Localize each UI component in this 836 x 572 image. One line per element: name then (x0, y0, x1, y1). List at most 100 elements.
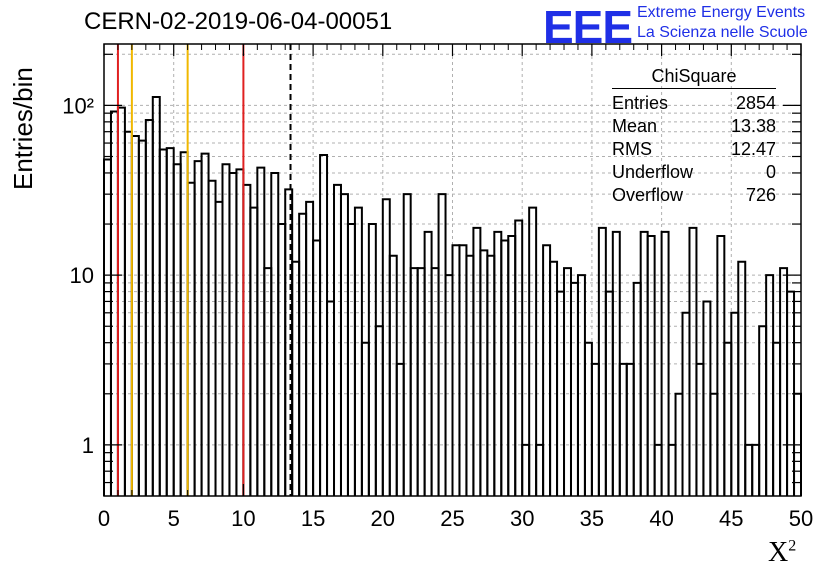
histogram-bin (249, 206, 259, 496)
stats-row-overflow: Overflow 726 (612, 185, 776, 205)
x-tick-label: 40 (649, 506, 673, 531)
histogram-bin (144, 119, 154, 496)
histogram-bin (381, 198, 391, 496)
org-name-line2: La Scienza nelle Scuole (637, 24, 808, 41)
histogram-bin (158, 148, 168, 496)
histogram-bin (353, 206, 363, 496)
histogram-bin (346, 223, 356, 496)
histogram-bin (744, 443, 754, 496)
histogram-bin (723, 341, 733, 496)
stats-box: ChiSquare Entries 2854 Mean 13.38 RMS 12.47… (612, 66, 776, 208)
histogram-bin (765, 274, 775, 496)
y-tick-label: 10 (70, 263, 94, 288)
histogram-bin (374, 325, 384, 496)
histogram-bin (409, 267, 419, 496)
stats-row-rms: RMS 12.47 (612, 139, 776, 159)
histogram-bin (472, 226, 482, 496)
histogram-bin (270, 171, 280, 496)
histogram-bin (256, 166, 266, 496)
histogram-bin (695, 362, 705, 496)
histogram-bin (758, 325, 768, 496)
histogram-bin (569, 281, 579, 496)
histogram-bin (737, 260, 747, 496)
histogram-bin (298, 212, 308, 496)
y-tick-label: 1 (82, 433, 94, 458)
histogram-bin (103, 158, 112, 496)
histogram-bin (333, 183, 342, 496)
x-tick-label: 45 (719, 506, 743, 531)
x-tick-label: 30 (510, 506, 534, 531)
histogram-bin (688, 226, 698, 496)
histogram-bin (242, 183, 252, 496)
histogram-bin (618, 362, 628, 496)
histogram-bin (193, 160, 203, 496)
histogram-bin (681, 311, 691, 496)
x-tick-label: 10 (231, 506, 255, 531)
y-axis-label: Entries/bin (8, 67, 38, 190)
histogram-bin (277, 223, 287, 496)
histogram-bin (549, 260, 559, 496)
histogram-bin (263, 267, 273, 496)
histogram-bin (667, 443, 677, 496)
histogram-bin (632, 281, 642, 496)
histogram-bin (597, 226, 607, 496)
histogram-bin (779, 267, 789, 496)
histogram-bin (395, 362, 405, 496)
x-tick-label: 15 (301, 506, 325, 531)
histogram-bin (430, 267, 440, 496)
histogram-bin (514, 219, 524, 496)
histogram-bin (444, 274, 454, 496)
histogram-bin (312, 239, 322, 496)
org-name-line1: Extreme Energy Events (637, 4, 806, 21)
histogram-bin (535, 443, 545, 496)
histogram-bin (228, 171, 238, 496)
histogram-bin (172, 163, 182, 496)
stats-row-underflow: Underflow 0 (612, 162, 776, 182)
histogram-bin (590, 362, 600, 496)
histogram-bin (730, 311, 740, 496)
histogram-bin (291, 260, 301, 496)
histogram-bin (339, 193, 349, 496)
histogram-bin (186, 181, 196, 496)
x-tick-label: 35 (580, 506, 604, 531)
plot-title: CERN-02-2019-06-04-00051 (84, 8, 393, 35)
histogram-bin (500, 239, 510, 496)
histogram-bin (772, 341, 782, 496)
x-axis-label: X2 (768, 537, 797, 568)
histogram-bin (214, 200, 224, 496)
histogram-bin (653, 443, 663, 496)
histogram-bin (109, 110, 119, 496)
histogram-bin (521, 443, 531, 496)
histogram-bin (367, 223, 377, 496)
stats-title: ChiSquare (612, 66, 776, 89)
y-tick-label: 10² (62, 93, 94, 118)
histogram-bin (416, 267, 426, 496)
histogram-bin (221, 163, 231, 496)
histogram-bin (437, 193, 447, 496)
x-tick-label: 5 (168, 506, 180, 531)
x-tick-label: 25 (440, 506, 464, 531)
stats-row-mean: Mean 13.38 (612, 116, 776, 136)
histogram-bin (360, 341, 370, 496)
histogram-bin (479, 249, 489, 496)
histogram-bin (165, 147, 175, 496)
histogram-bin (207, 179, 217, 496)
histogram-bin (130, 135, 140, 496)
x-tick-label: 50 (789, 506, 813, 531)
histogram-bin (583, 341, 593, 496)
stats-row-entries: Entries 2854 (612, 93, 776, 113)
histogram-bin (326, 300, 336, 496)
histogram-bin (563, 267, 572, 496)
histogram-bin (702, 300, 712, 496)
histogram-bin (625, 362, 635, 496)
x-tick-label: 0 (98, 506, 110, 531)
histogram-bin (528, 206, 538, 496)
histogram-bin (660, 230, 670, 496)
histogram-bin (576, 274, 586, 496)
histogram-bin (235, 168, 245, 496)
histogram-bin (646, 235, 656, 496)
histogram-bin (123, 130, 133, 496)
histogram-bin (305, 200, 315, 496)
x-tick-label: 20 (371, 506, 395, 531)
